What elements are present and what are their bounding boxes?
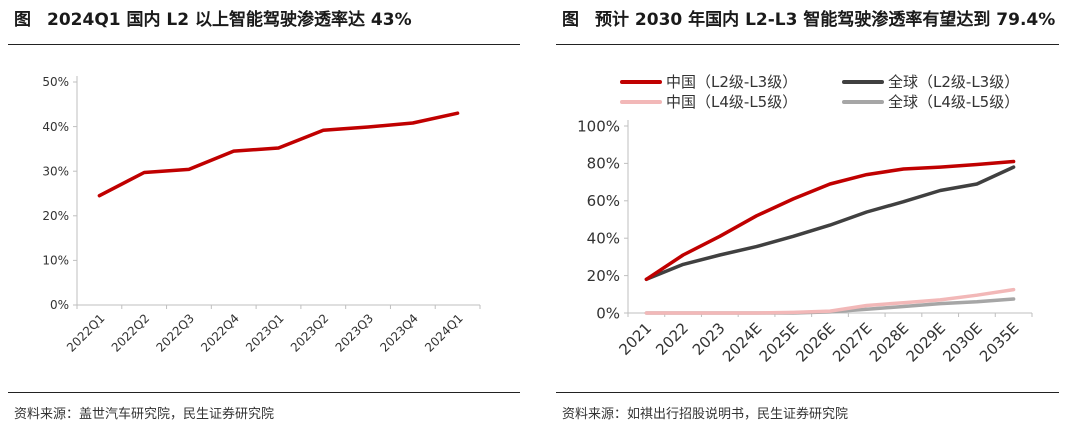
- right-y-tick-label: 0%: [596, 304, 620, 322]
- left-line-chart: 0% 10% 20% 30% 40% 50% 2022Q1 2022Q2 2022Q3 2022Q…: [42, 75, 481, 355]
- right-x-tick-label: 2029E: [903, 319, 949, 365]
- right-x-tick-label: 2021: [615, 319, 655, 359]
- left-y-tick-label: 20%: [42, 209, 69, 223]
- left-source-rule: [8, 392, 520, 393]
- left-title-rule: [8, 44, 520, 45]
- right-line-chart: 0%20%40%60%80%100%2021202220232024E2025E…: [577, 73, 1033, 366]
- left-x-tick-label: 2022Q3: [153, 311, 197, 355]
- right-x-tick-label: 2022: [652, 319, 692, 359]
- left-x-tick-label: 2022Q4: [198, 311, 242, 355]
- right-x-tick-label: 2027E: [829, 319, 875, 365]
- right-legend-label-4: 全球（L4级-L5级）: [888, 93, 1019, 111]
- right-source-rule: [556, 392, 1059, 393]
- left-x-tick-label: 2023Q1: [243, 311, 287, 355]
- left-figure-prefix: 图: [14, 10, 31, 30]
- left-x-tick-label: 2024Q1: [422, 311, 466, 355]
- right-x-tick-label: 2035E: [976, 319, 1022, 365]
- right-series-line-1: [644, 159, 1016, 282]
- right-x-tick-label: 2025E: [756, 319, 802, 365]
- left-x-tick-label: 2023Q3: [333, 311, 377, 355]
- left-y-tick-label: 50%: [42, 75, 69, 89]
- right-source-note: 资料来源：如祺出行招股说明书，民生证券研究院: [562, 407, 849, 422]
- right-y-tick-label: 20%: [587, 267, 620, 285]
- right-y-tick-label: 100%: [577, 117, 620, 135]
- left-x-tick-label: 2023Q2: [288, 311, 332, 355]
- right-x-tick-label: 2030E: [939, 319, 985, 365]
- left-source-note: 资料来源：盖世汽车研究院，民生证券研究院: [14, 407, 275, 422]
- right-legend-label-2: 全球（L2级-L3级）: [888, 73, 1019, 91]
- left-y-tick-label: 40%: [42, 120, 69, 134]
- right-series-line-3: [644, 287, 1016, 315]
- left-chart-panel: 图 2024Q1 国内 L2 以上智能驾驶渗透率达 43% 0% 10% 20% 30%…: [0, 0, 528, 424]
- right-chart-panel: 图预计 2030 年国内 L2-L3 智能驾驶渗透率有望达到 79.4% 0% 2…: [548, 0, 1067, 424]
- left-x-tick-label: 2022Q1: [64, 311, 108, 355]
- right-title-rule: [556, 44, 1059, 45]
- right-y-tick-label: 40%: [587, 229, 620, 247]
- left-x-tick-label: 2022Q2: [109, 311, 153, 355]
- right-series-line-2: [644, 165, 1016, 282]
- right-figure-prefix: 图: [562, 10, 579, 30]
- right-y-tick-label: 80%: [587, 155, 620, 173]
- left-series-line-1: [97, 111, 460, 198]
- right-x-tick-label: 2028E: [866, 319, 912, 365]
- right-chart-title: 图预计 2030 年国内 L2-L3 智能驾驶渗透率有望达到 79.4%: [562, 10, 1059, 31]
- right-legend-label-1: 中国（L2级-L3级）: [666, 73, 797, 91]
- left-x-tick-label: 2023Q4: [377, 311, 421, 355]
- left-y-tick-label: 10%: [42, 254, 69, 268]
- right-x-tick-label: 2024E: [719, 319, 765, 365]
- left-y-tick-label: 30%: [42, 164, 69, 178]
- right-x-tick-label: 2026E: [792, 319, 838, 365]
- left-title-text: 2024Q1 国内 L2 以上智能驾驶渗透率达 43%: [47, 10, 412, 30]
- right-y-tick-label: 60%: [587, 192, 620, 210]
- left-y-tick-label: 0%: [50, 298, 69, 312]
- right-legend-label-3: 中国（L4级-L5级）: [666, 93, 797, 111]
- right-title-text: 预计 2030 年国内 L2-L3 智能驾驶渗透率有望达到 79.4%: [595, 10, 1056, 30]
- left-chart-title: 图 2024Q1 国内 L2 以上智能驾驶渗透率达 43%: [14, 10, 520, 31]
